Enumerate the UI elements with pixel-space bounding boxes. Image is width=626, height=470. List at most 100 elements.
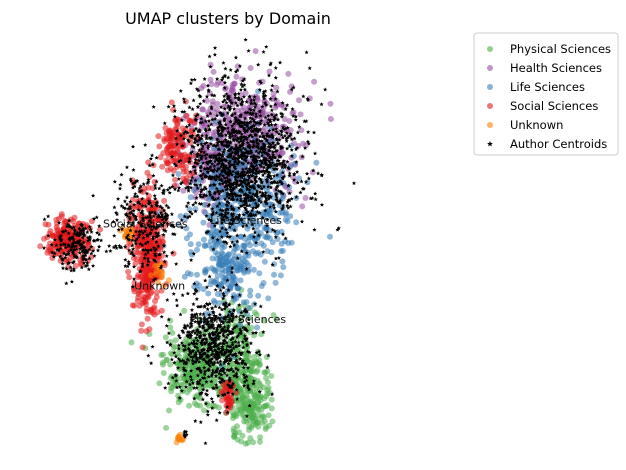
scatter-point	[198, 85, 205, 92]
scatter-point	[267, 227, 274, 234]
scatter-point	[230, 87, 237, 94]
author-centroid-point	[273, 256, 278, 261]
author-centroid-point	[189, 307, 195, 312]
author-centroid-point	[159, 183, 164, 188]
scatter-point	[126, 274, 133, 281]
scatter-point	[254, 398, 261, 405]
scatter-point	[231, 80, 238, 87]
scatter-point	[297, 111, 304, 118]
author-centroid-point	[306, 129, 311, 134]
scatter-point	[214, 100, 221, 107]
scatter-point	[271, 271, 277, 278]
author-centroid-point	[107, 243, 112, 248]
scatter-point	[227, 284, 234, 290]
scatter-point	[143, 308, 150, 315]
scatter-point	[252, 241, 259, 248]
scatter-point	[211, 278, 218, 285]
author-centroid-point	[151, 104, 156, 109]
scatter-point	[258, 240, 265, 247]
scatter-point	[230, 428, 237, 435]
author-centroid-point	[165, 297, 170, 302]
scatter-point	[266, 68, 273, 75]
scatter-point	[141, 270, 147, 277]
scatter-point	[298, 127, 305, 134]
scatter-point	[207, 76, 214, 83]
scatter-point	[244, 225, 251, 232]
scatter-point	[242, 90, 249, 96]
author-centroid-point	[312, 227, 317, 232]
scatter-point	[234, 188, 241, 194]
scatter-point	[231, 432, 238, 439]
author-centroid-point	[149, 361, 154, 365]
author-centroid-point	[118, 182, 123, 187]
scatter-point	[247, 435, 254, 442]
scatter-point	[41, 235, 48, 242]
scatter-point	[258, 406, 265, 413]
scatter-point	[250, 266, 257, 273]
scatter-point	[207, 238, 214, 245]
scatter-point	[187, 118, 194, 125]
author-centroid-point	[69, 279, 74, 284]
scatter-point	[167, 324, 174, 331]
scatter-point	[257, 230, 264, 236]
scatter-point	[236, 266, 243, 273]
scatter-point	[262, 426, 269, 432]
scatter-point	[144, 286, 151, 293]
scatter-point	[327, 233, 333, 240]
scatter-point	[233, 295, 240, 302]
author-centroid-point	[42, 217, 47, 222]
scatter-point	[53, 224, 60, 231]
scatter-point	[172, 337, 179, 344]
scatter-point	[287, 213, 294, 220]
author-centroid-point	[243, 37, 248, 42]
scatter-point	[237, 277, 244, 284]
scatter-point	[210, 297, 217, 304]
scatter-point	[170, 345, 177, 351]
author-centroid-point	[46, 214, 51, 219]
scatter-point	[176, 222, 182, 228]
scatter-point	[230, 273, 237, 280]
scatter-point	[272, 279, 279, 286]
scatter-point	[259, 419, 266, 426]
scatter-point	[138, 327, 145, 334]
scatter-point	[255, 412, 262, 419]
author-centroid-point	[150, 344, 155, 349]
scatter-point	[193, 402, 200, 409]
author-centroid-point	[311, 130, 317, 135]
scatter-point	[254, 367, 261, 374]
scatter-point	[269, 137, 276, 144]
scatter-point	[221, 278, 227, 285]
scatter-point	[163, 146, 170, 153]
scatter-point	[155, 133, 162, 140]
scatter-point	[311, 78, 318, 85]
scatter-point	[199, 106, 206, 113]
scatter-point	[223, 150, 230, 157]
author-centroid-point	[213, 45, 218, 50]
scatter-point	[42, 221, 49, 228]
author-centroid-point	[205, 307, 210, 311]
scatter-point	[257, 220, 263, 227]
scatter-point	[175, 171, 182, 177]
scatter-point	[194, 271, 200, 278]
scatter-point	[257, 434, 264, 441]
scatter-point	[180, 381, 187, 388]
author-centroid-point	[221, 60, 226, 65]
scatter-point	[256, 270, 263, 277]
author-centroid-point	[293, 117, 298, 122]
scatter-point	[260, 414, 267, 421]
author-centroid-point	[284, 138, 289, 143]
scatter-point	[235, 107, 241, 114]
scatter-point	[245, 252, 252, 259]
scatter-point	[254, 324, 261, 331]
scatter-point	[237, 233, 244, 240]
author-centroid-point	[112, 179, 117, 184]
scatter-point	[156, 380, 163, 387]
author-centroid-point	[198, 101, 203, 106]
author-centroid-point	[194, 296, 199, 301]
author-centroid-point	[159, 314, 164, 319]
scatter-point	[313, 159, 320, 166]
scatter-point	[282, 216, 289, 223]
scatter-point	[232, 235, 239, 242]
author-centroid-point	[299, 219, 305, 224]
scatter-point	[258, 283, 265, 289]
